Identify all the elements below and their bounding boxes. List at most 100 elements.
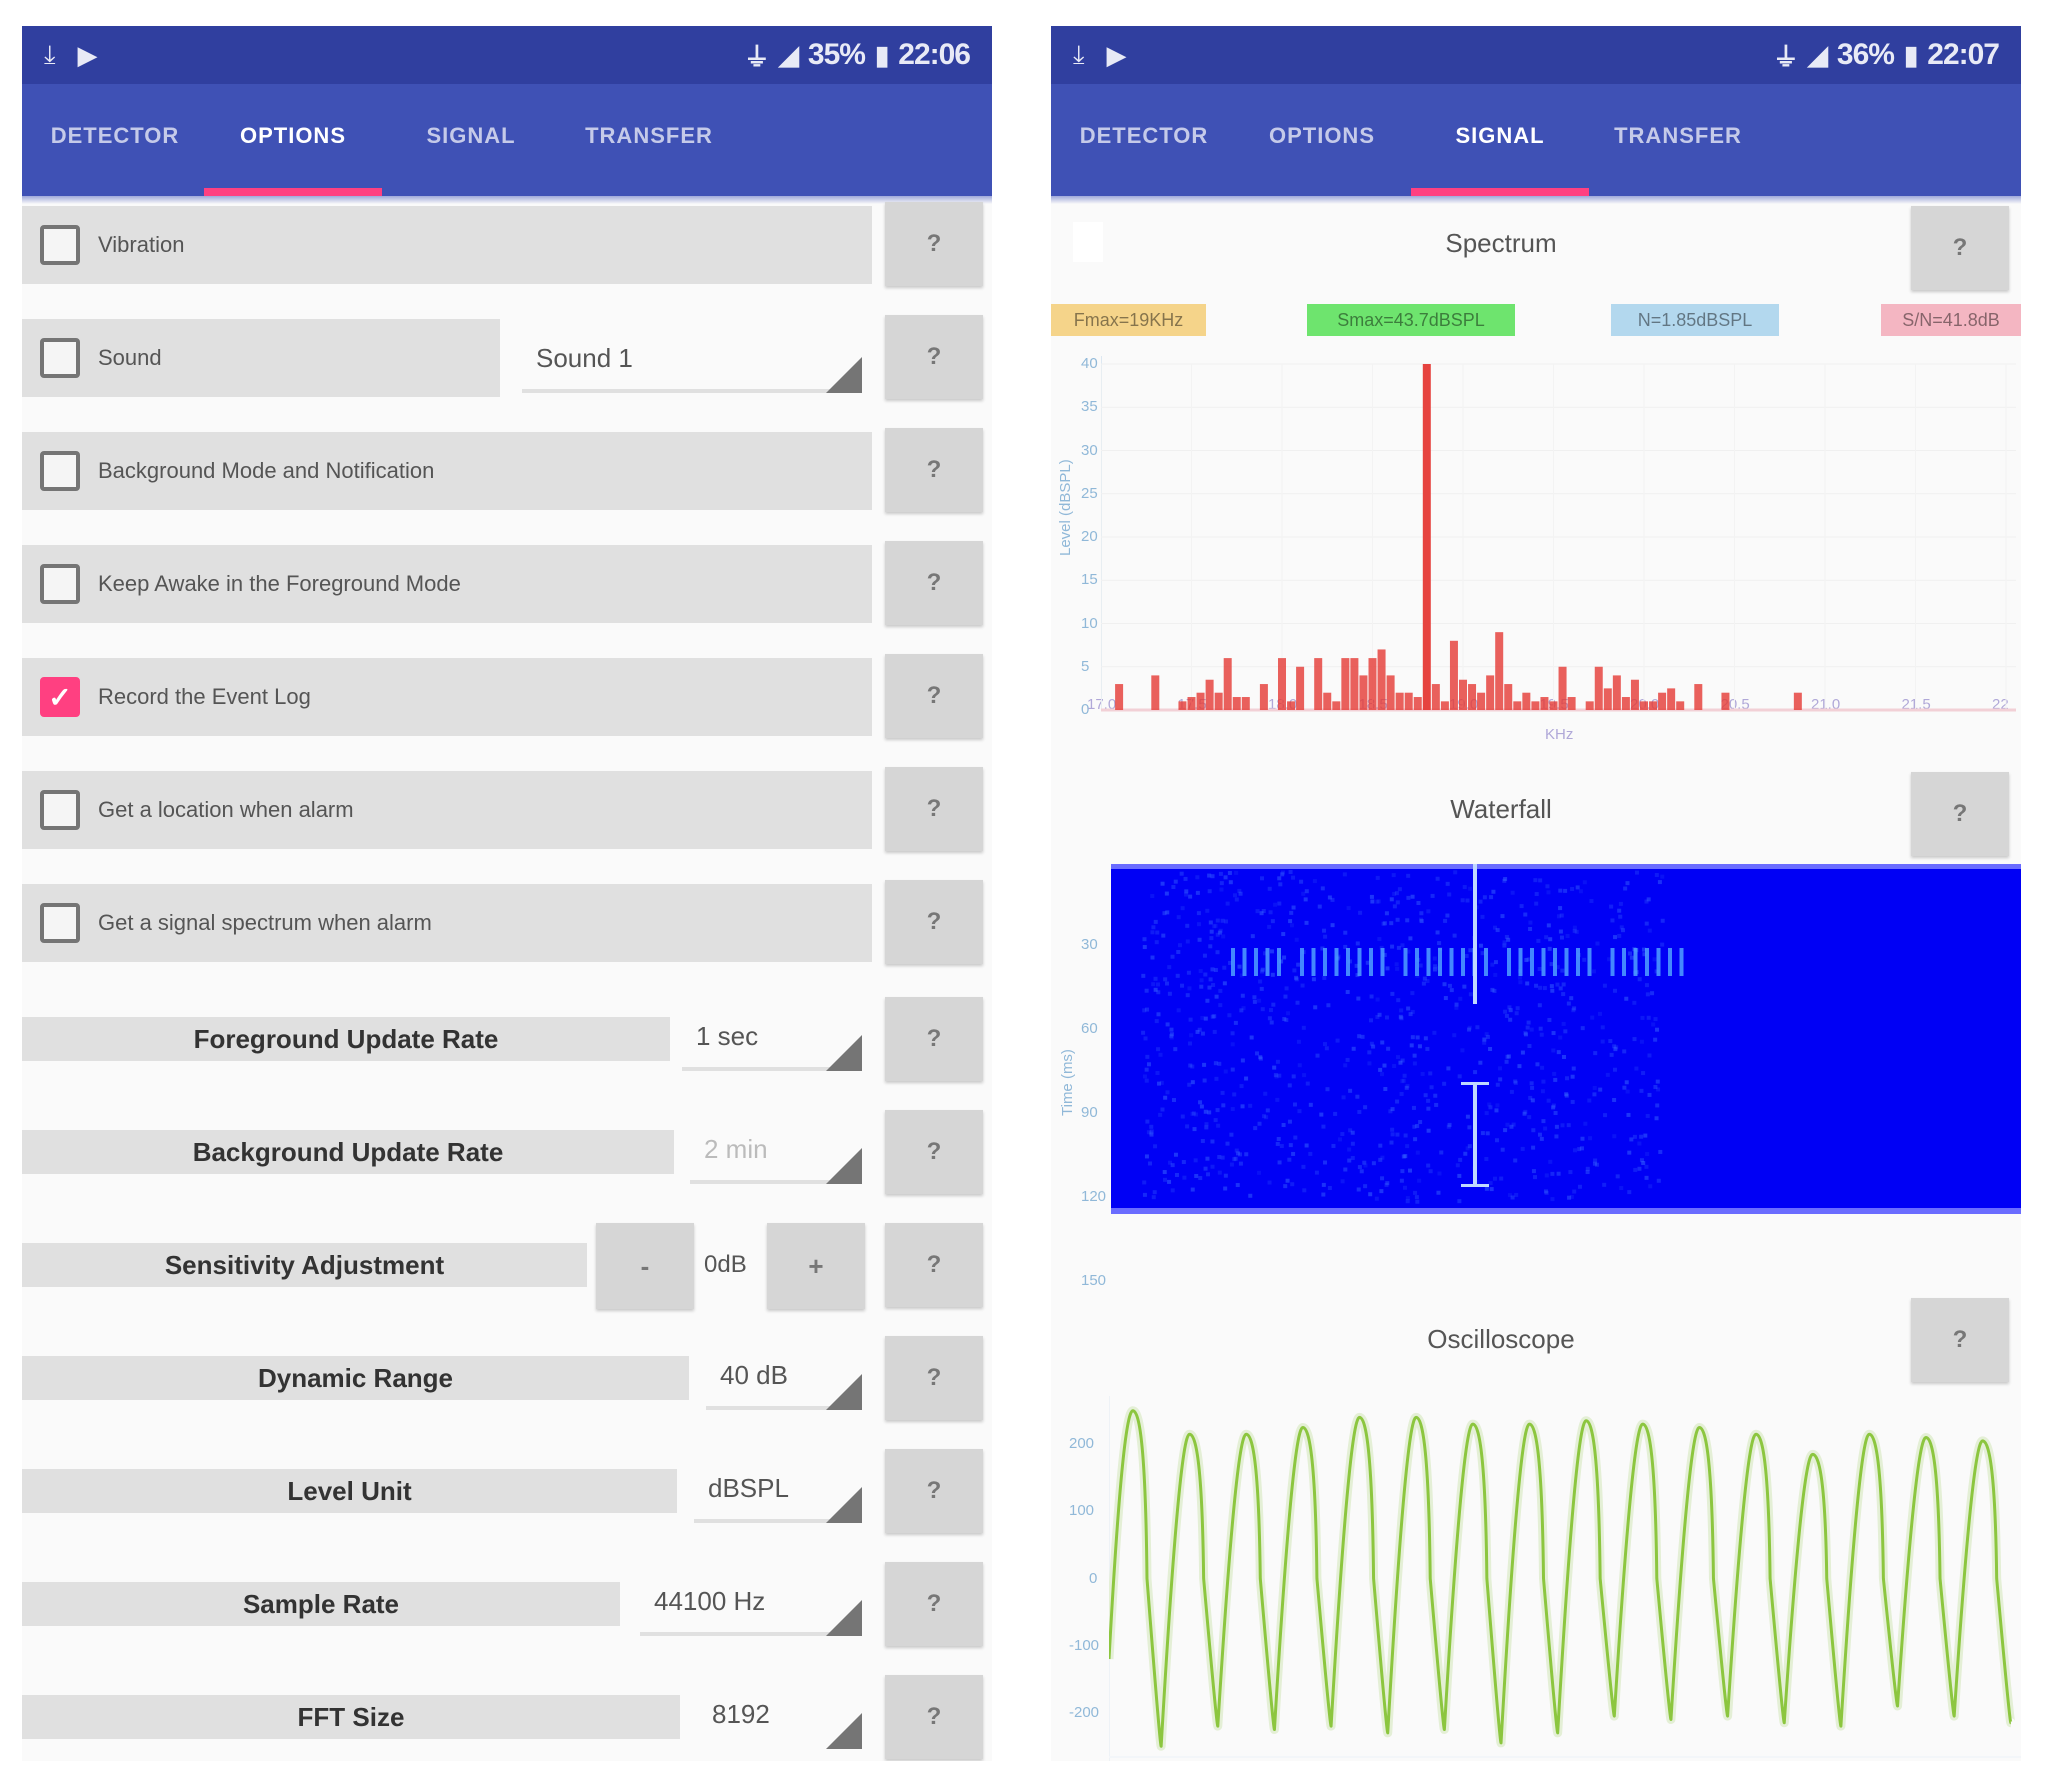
sample-rate-help-button[interactable]: ? bbox=[885, 1562, 983, 1646]
background-update-rate-spinner[interactable]: 2 min bbox=[690, 1110, 862, 1188]
spectrum-bar bbox=[1323, 692, 1332, 710]
spectrum-bar bbox=[1232, 697, 1241, 710]
background-mode-checkbox[interactable] bbox=[40, 451, 80, 491]
spectrum-bar bbox=[1214, 692, 1223, 710]
sensitivity-plus-button[interactable]: + bbox=[767, 1223, 865, 1309]
spectrum-bar bbox=[1612, 675, 1621, 710]
spinner-underline bbox=[640, 1632, 862, 1636]
tab-detector[interactable]: DETECTOR bbox=[1079, 123, 1209, 148]
get-location-label: Get a location when alarm bbox=[98, 797, 354, 822]
keep-awake-help-button[interactable]: ? bbox=[885, 541, 983, 625]
dynamic-range-spinner[interactable]: 40 dB bbox=[706, 1336, 862, 1414]
spectrum-bar bbox=[1721, 692, 1730, 710]
fft-size-label: FFT Size bbox=[22, 1695, 680, 1739]
spectrum-bar bbox=[1630, 679, 1639, 710]
axis-tick-label: 60 bbox=[1081, 1020, 1098, 1037]
vibration-checkbox-row[interactable]: Vibration bbox=[22, 206, 872, 284]
dropdown-triangle-icon bbox=[826, 1600, 862, 1636]
keep-awake-checkbox[interactable] bbox=[40, 564, 80, 604]
vibration-help-button[interactable]: ? bbox=[885, 202, 983, 286]
foreground-update-rate-value: 1 sec bbox=[696, 1020, 759, 1051]
keep-awake-checkbox-row[interactable]: Keep Awake in the Foreground Mode bbox=[22, 545, 872, 623]
clock: 22:07 bbox=[1927, 38, 2000, 71]
axis-tick-label: 40 bbox=[1081, 355, 1098, 372]
spectrum-bar bbox=[1178, 701, 1187, 710]
tab-options[interactable]: OPTIONS bbox=[204, 84, 382, 196]
level-unit-value: dBSPL bbox=[708, 1472, 789, 1503]
level-unit-spinner[interactable]: dBSPL bbox=[694, 1449, 862, 1527]
waveform-line bbox=[1109, 1409, 2013, 1748]
axis-tick-label: 30 bbox=[1081, 441, 1098, 459]
spectrum-bar bbox=[1395, 692, 1404, 710]
background-update-rate-help-button[interactable]: ? bbox=[885, 1110, 983, 1194]
setting-dynamic-range: Dynamic Range 40 dB ? bbox=[22, 1336, 992, 1422]
setting-sensitivity-adjustment: Sensitivity Adjustment - 0dB + ? bbox=[22, 1223, 992, 1309]
get-spectrum-help-button[interactable]: ? bbox=[885, 880, 983, 964]
get-spectrum-checkbox[interactable] bbox=[40, 903, 80, 943]
get-location-checkbox-row[interactable]: Get a location when alarm bbox=[22, 771, 872, 849]
record-event-log-checkbox[interactable]: ✓ bbox=[40, 677, 80, 717]
spectrum-bar bbox=[1223, 658, 1232, 710]
fft-size-spinner[interactable]: 8192 bbox=[698, 1675, 862, 1753]
spectrum-x-axis-title: KHz bbox=[1545, 726, 1574, 743]
foreground-update-rate-spinner[interactable]: 1 sec bbox=[682, 997, 862, 1075]
sound-spinner[interactable]: Sound 1 bbox=[522, 319, 862, 397]
axis-tick-label: 20 bbox=[1081, 528, 1098, 545]
tab-signal[interactable]: SIGNAL bbox=[426, 123, 516, 148]
fft-size-help-button[interactable]: ? bbox=[885, 1675, 983, 1759]
tab-transfer[interactable]: TRANSFER bbox=[585, 123, 713, 148]
spectrum-bar bbox=[1658, 692, 1667, 710]
tab-options[interactable]: OPTIONS bbox=[1268, 123, 1375, 148]
clock: 22:06 bbox=[898, 38, 971, 71]
get-location-help-button[interactable]: ? bbox=[885, 767, 983, 851]
get-location-checkbox[interactable] bbox=[40, 790, 80, 830]
record-event-log-checkbox-row[interactable]: ✓ Record the Event Log bbox=[22, 658, 872, 736]
spectrum-bar bbox=[1404, 692, 1413, 710]
usb-icon: ⏚ bbox=[1772, 41, 1799, 72]
spectrum-bar bbox=[1449, 640, 1458, 710]
spinner-underline bbox=[694, 1519, 862, 1523]
tab-bar: DETECTOR OPTIONS SIGNAL TRANSFER bbox=[22, 84, 992, 196]
spectrum-bar bbox=[1667, 688, 1676, 710]
background-mode-checkbox-row[interactable]: Background Mode and Notification bbox=[22, 432, 872, 510]
sound-checkbox-row[interactable]: Sound bbox=[22, 319, 500, 397]
foreground-update-rate-help-button[interactable]: ? bbox=[885, 997, 983, 1081]
background-mode-help-button[interactable]: ? bbox=[885, 428, 983, 512]
sound-help-button[interactable]: ? bbox=[885, 315, 983, 399]
spectrum-chart bbox=[1101, 356, 2016, 712]
spinner-underline bbox=[690, 1180, 862, 1184]
vibration-checkbox[interactable] bbox=[40, 225, 80, 265]
signal-icon: ◢ bbox=[1807, 39, 1828, 70]
sensitivity-help-button[interactable]: ? bbox=[885, 1223, 983, 1307]
sensitivity-minus-button[interactable]: - bbox=[596, 1223, 694, 1309]
spectrum-bar bbox=[1793, 692, 1802, 710]
spectrum-help-button[interactable]: ? bbox=[1911, 206, 2009, 290]
spectrum-bar bbox=[1694, 684, 1703, 710]
vibration-label: Vibration bbox=[98, 232, 185, 257]
tab-transfer[interactable]: TRANSFER bbox=[1614, 123, 1742, 148]
tab-detector[interactable]: DETECTOR bbox=[50, 123, 180, 148]
battery-icon: ▮ bbox=[874, 39, 889, 70]
foreground-update-rate-label: Foreground Update Rate bbox=[22, 1017, 670, 1061]
sound-checkbox[interactable] bbox=[40, 338, 80, 378]
spectrum-bar bbox=[1440, 701, 1449, 710]
snr-badge: S/N=41.8dB bbox=[1881, 304, 2021, 336]
dynamic-range-help-button[interactable]: ? bbox=[885, 1336, 983, 1420]
setting-foreground-update-rate: Foreground Update Rate 1 sec ? bbox=[22, 997, 992, 1083]
spinner-underline bbox=[706, 1406, 862, 1410]
spectrum-bar bbox=[1350, 658, 1359, 710]
spectrum-bar bbox=[1314, 658, 1323, 710]
spectrum-bar bbox=[1422, 364, 1431, 710]
spectrum-toggle[interactable] bbox=[1073, 222, 1103, 262]
dropdown-triangle-icon bbox=[826, 1148, 862, 1184]
get-spectrum-checkbox-row[interactable]: Get a signal spectrum when alarm bbox=[22, 884, 872, 962]
background-update-rate-label: Background Update Rate bbox=[22, 1130, 674, 1174]
record-event-log-help-button[interactable]: ? bbox=[885, 654, 983, 738]
sample-rate-spinner[interactable]: 44100 Hz bbox=[640, 1562, 862, 1640]
download-icon: ⤓ bbox=[1073, 39, 1085, 69]
oscilloscope-help-button[interactable]: ? bbox=[1911, 1298, 2009, 1382]
level-unit-help-button[interactable]: ? bbox=[885, 1449, 983, 1533]
axis-tick-label: 90 bbox=[1081, 1104, 1098, 1121]
waterfall-help-button[interactable]: ? bbox=[1911, 772, 2009, 856]
tab-signal[interactable]: SIGNAL bbox=[1411, 84, 1589, 196]
